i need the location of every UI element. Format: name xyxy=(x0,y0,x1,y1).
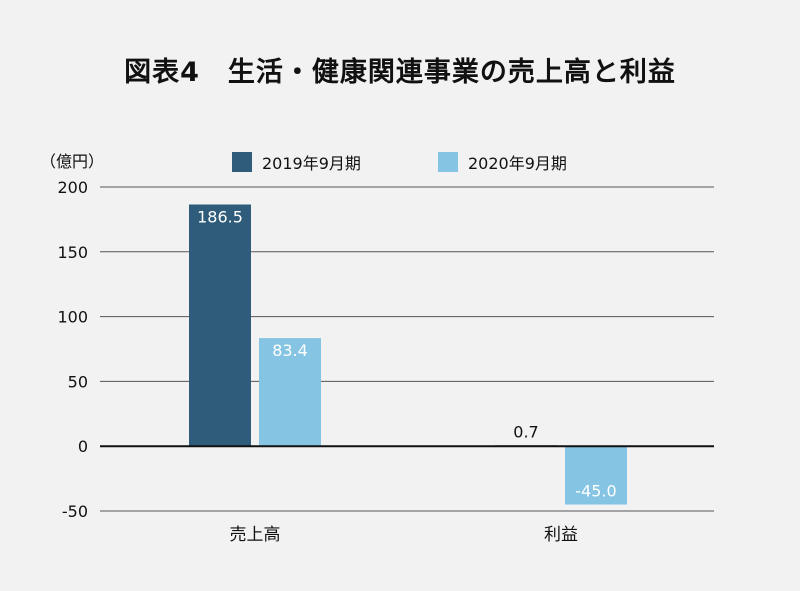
data-label-s0-c1: 0.7 xyxy=(513,422,538,441)
y-tick-label-100: 100 xyxy=(57,308,88,327)
legend-item-2019: 2019年9月期 xyxy=(232,150,361,174)
legend-item-2020: 2020年9月期 xyxy=(438,150,567,174)
data-label-s0-c0: 186.5 xyxy=(197,207,243,226)
bar-s0-c0 xyxy=(189,204,251,447)
bar-s1-c1 xyxy=(565,446,627,505)
legend-swatch-2019 xyxy=(232,152,252,172)
y-axis-unit-label: （億円） xyxy=(40,152,105,171)
y-tick-label-150: 150 xyxy=(57,243,88,262)
bar-s1-c0 xyxy=(259,338,321,447)
legend-label-2020: 2020年9月期 xyxy=(468,154,567,173)
legend-swatch-2020 xyxy=(438,152,458,172)
data-label-s1-c0: 83.4 xyxy=(272,341,308,360)
data-label-s1-c1: -45.0 xyxy=(575,482,616,501)
y-tick-label-200: 200 xyxy=(57,178,88,197)
chart-title: 図表4 生活・健康関連事業の売上高と利益 xyxy=(124,57,676,88)
legend-label-2019: 2019年9月期 xyxy=(262,154,361,173)
y-tick-label-50: 50 xyxy=(68,372,88,391)
y-tick-label-0: 0 xyxy=(78,437,88,456)
y-tick-label--50: -50 xyxy=(62,502,88,521)
x-category-label-0: 売上高 xyxy=(230,525,281,545)
x-category-label-1: 利益 xyxy=(544,525,578,545)
